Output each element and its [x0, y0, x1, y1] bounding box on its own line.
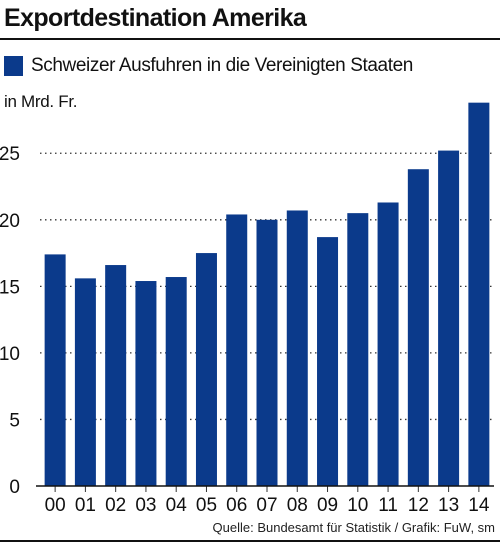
x-tick-label: 07 [256, 495, 277, 516]
bar-03 [135, 281, 157, 486]
y-tick-label: 0 [9, 477, 20, 498]
legend: Schweizer Ausfuhren in die Vereinigten S… [4, 53, 413, 79]
source-note: Quelle: Bundesamt für Statistik / Grafik… [212, 520, 495, 535]
x-tick-label: 09 [317, 495, 338, 516]
y-tick-label: 25 [0, 144, 20, 165]
x-tick-label: 08 [287, 495, 308, 516]
bar-05 [195, 253, 217, 486]
bar-08 [286, 210, 308, 486]
footer-divider [0, 540, 500, 542]
bar-12 [407, 169, 429, 486]
x-tick-label: 12 [408, 495, 429, 516]
x-tick-label: 06 [226, 495, 247, 516]
bar-14 [468, 102, 490, 486]
legend-swatch [4, 56, 23, 76]
title-divider [0, 38, 500, 40]
x-tick-label: 00 [45, 495, 66, 516]
bar-11 [377, 202, 399, 486]
x-tick-label: 01 [75, 495, 96, 516]
y-tick-label: 15 [0, 277, 20, 298]
x-tick-label: 05 [196, 495, 217, 516]
x-tick-label: 03 [135, 495, 156, 516]
legend-label: Schweizer Ausfuhren in die Vereinigten S… [31, 55, 413, 76]
x-tick-label: 10 [347, 495, 368, 516]
y-tick-label: 5 [9, 410, 20, 431]
y-tick-label: 20 [0, 211, 20, 232]
bar-09 [317, 237, 339, 486]
y-axis-unit-label: in Mrd. Fr. [4, 92, 78, 111]
bar-02 [105, 265, 127, 486]
x-tick-label: 11 [378, 495, 398, 516]
bar-10 [347, 213, 369, 486]
x-tick-label: 14 [468, 495, 490, 516]
x-tick-label: 04 [166, 495, 188, 516]
x-tick-label: 13 [438, 495, 459, 516]
bar-06 [226, 214, 248, 486]
chart-title: Exportdestination Amerika [4, 4, 307, 32]
y-tick-label: 10 [0, 344, 20, 365]
bar-04 [165, 277, 187, 486]
x-tick-label: 02 [105, 495, 126, 516]
bar-07 [256, 219, 278, 487]
bar-13 [438, 150, 460, 486]
bar-00 [44, 254, 66, 486]
bar-01 [74, 278, 96, 486]
